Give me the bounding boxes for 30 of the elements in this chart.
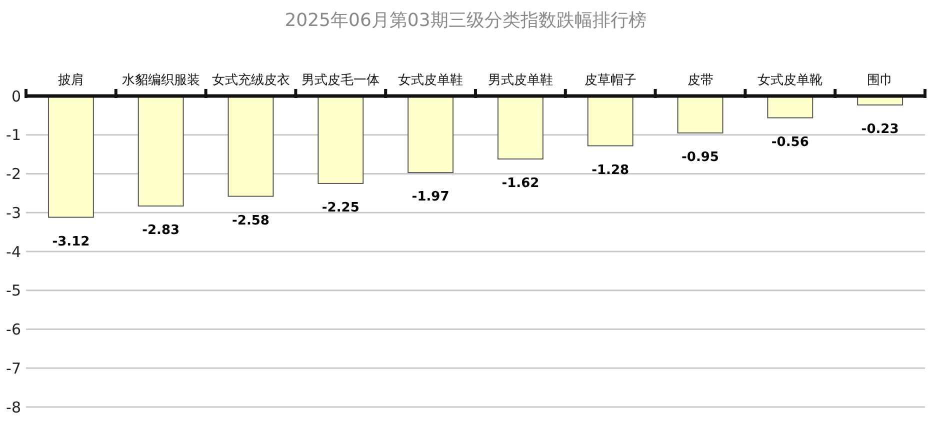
x-tick-label: 皮草帽子 (584, 73, 636, 88)
data-label: -1.62 (502, 176, 540, 191)
data-label: -0.23 (861, 122, 899, 137)
data-label: -2.25 (322, 200, 360, 216)
y-tick-label: -4 (6, 242, 21, 261)
data-label: -1.97 (412, 190, 450, 205)
chart-title: 2025年06月第03期三级分类指数跌幅排行榜 (284, 10, 646, 31)
y-tick-label: -6 (6, 320, 21, 338)
data-label: -1.28 (592, 162, 630, 178)
data-label: -2.83 (142, 223, 180, 238)
data-label: -0.56 (771, 134, 809, 150)
data-label: -0.95 (682, 150, 719, 165)
x-tick-label: 披肩 (58, 72, 84, 88)
y-tick-label: -2 (6, 165, 21, 183)
y-tick-label: -1 (6, 126, 21, 144)
x-tick-label: 女式充绒皮衣 (212, 73, 290, 88)
x-tick-label: 皮带 (687, 73, 714, 88)
x-tick-label: 水貂编织服装 (122, 73, 200, 88)
data-label: -3.12 (52, 234, 90, 250)
x-tick-label: 男式皮毛一体 (302, 73, 380, 88)
data-label: -2.58 (232, 213, 270, 228)
y-tick-label: 0 (11, 87, 21, 106)
y-tick-label: -5 (6, 282, 21, 300)
x-tick-label: 女式皮单靴 (758, 73, 823, 88)
y-tick-label: -7 (6, 359, 21, 378)
x-tick-label: 男式皮单鞋 (488, 73, 553, 88)
x-tick-label: 围巾 (867, 73, 894, 88)
x-tick-label: 女式皮单鞋 (398, 73, 464, 88)
y-tick-label: -8 (6, 398, 21, 416)
y-tick-label: -3 (6, 204, 21, 222)
